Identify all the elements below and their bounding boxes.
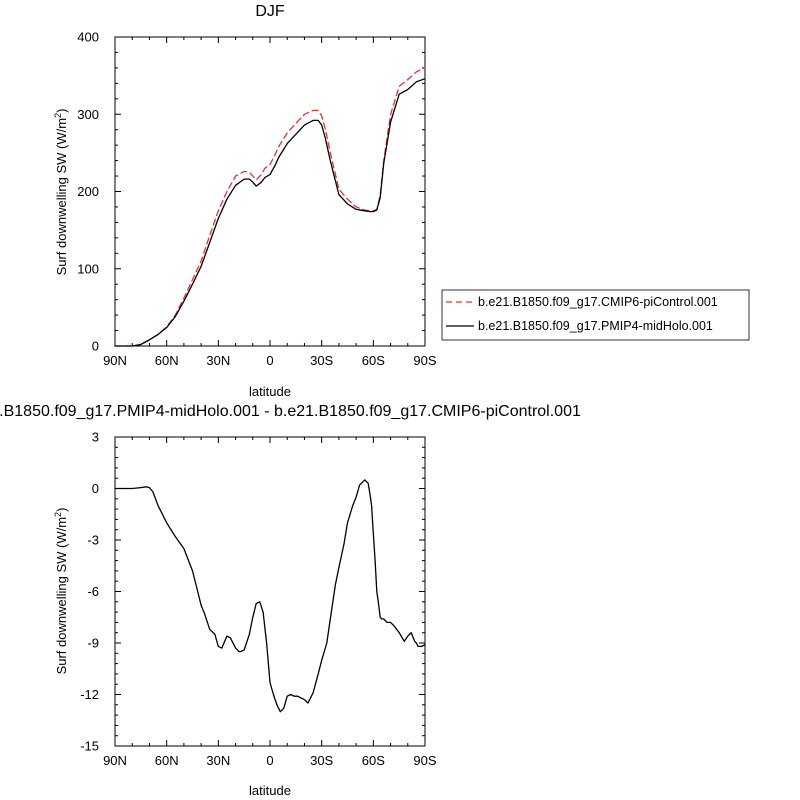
bottom-y-axis-label: Surf downwelling SW (W/m2) <box>53 508 69 675</box>
top-x-tick-label: 30N <box>206 353 230 368</box>
top-axes: 90N 60N 30N 0 30S 60S 90S 0 100 200 300 400 <box>77 30 437 369</box>
legend-label-picontrol: b.e21.B1850.f09_g17.CMIP6-piControl.001 <box>478 295 718 309</box>
legend-box <box>441 289 750 341</box>
top-title: DJF <box>255 3 285 20</box>
top-y-tick-label: 200 <box>77 184 99 199</box>
bottom-y-tick-label: -9 <box>87 636 99 651</box>
bottom-series-group <box>114 479 426 713</box>
bottom-x-tick-label: 0 <box>266 753 273 768</box>
top-panel: DJF 90N 60N 30N 0 30S 60S 90S 0 100 200 300 400 lat… <box>53 3 437 399</box>
top-x-tick-label: 0 <box>266 353 273 368</box>
top-series-group <box>114 67 426 347</box>
bottom-y-tick-label: -15 <box>80 739 99 754</box>
top-y-axis-label-sup: 2 <box>53 113 63 118</box>
bottom-x-tick-label: 60S <box>362 753 385 768</box>
bottom-y-axis-label-main: Surf downwelling SW (W/m <box>54 517 69 674</box>
top-series-line-0 <box>114 67 426 347</box>
bottom-axes: 90N 60N 30N 0 30S 60S 90S 3 0 -3 -6 -9 -12 -15 <box>80 430 437 769</box>
bottom-x-tick-label: 90S <box>413 753 436 768</box>
top-y-tick-label: 100 <box>77 261 99 276</box>
bottom-x-axis-label: latitude <box>249 783 291 798</box>
top-x-tick-label: 60N <box>155 353 179 368</box>
top-y-axis-label-main: Surf downwelling SW (W/m <box>54 118 69 275</box>
top-x-tick-label: 60S <box>362 353 385 368</box>
bottom-title: b.e21.B1850.f09_g17.PMIP4-midHolo.001 - … <box>0 403 581 420</box>
top-series-line-1 <box>114 78 426 347</box>
bottom-x-tick-label: 90N <box>103 753 127 768</box>
bottom-y-tick-label: -3 <box>87 533 99 548</box>
top-x-tick-label: 90N <box>103 353 127 368</box>
top-plot-frame <box>114 36 426 347</box>
top-y-tick-label: 300 <box>77 107 99 122</box>
bottom-y-axis-label-sup: 2 <box>53 512 63 517</box>
bottom-panel: b.e21.B1850.f09_g17.PMIP4-midHolo.001 - … <box>0 403 581 798</box>
top-x-tick-label: 90S <box>413 353 436 368</box>
top-y-axis-label-end: ) <box>54 109 69 113</box>
top-x-tick-label: 30S <box>310 353 333 368</box>
bottom-x-tick-label: 30S <box>310 753 333 768</box>
bottom-x-tick-label: 60N <box>155 753 179 768</box>
top-y-tick-label: 400 <box>77 30 99 45</box>
bottom-series-line-0 <box>114 479 426 713</box>
top-y-axis-label: Surf downwelling SW (W/m2) <box>53 109 69 276</box>
top-x-axis-label: latitude <box>249 384 291 399</box>
bottom-y-axis-label-end: ) <box>54 508 69 512</box>
top-y-tick-label: 0 <box>92 339 99 354</box>
bottom-y-tick-label: 3 <box>92 430 99 445</box>
legend: b.e21.B1850.f09_g17.CMIP6-piControl.001 … <box>441 289 750 341</box>
bottom-y-tick-label: 0 <box>92 481 99 496</box>
bottom-y-tick-label: -6 <box>87 584 99 599</box>
bottom-x-tick-label: 30N <box>206 753 230 768</box>
legend-label-midholo: b.e21.B1850.f09_g17.PMIP4-midHolo.001 <box>478 319 713 333</box>
bottom-y-tick-label: -12 <box>80 687 99 702</box>
bottom-plot-frame <box>114 436 426 747</box>
